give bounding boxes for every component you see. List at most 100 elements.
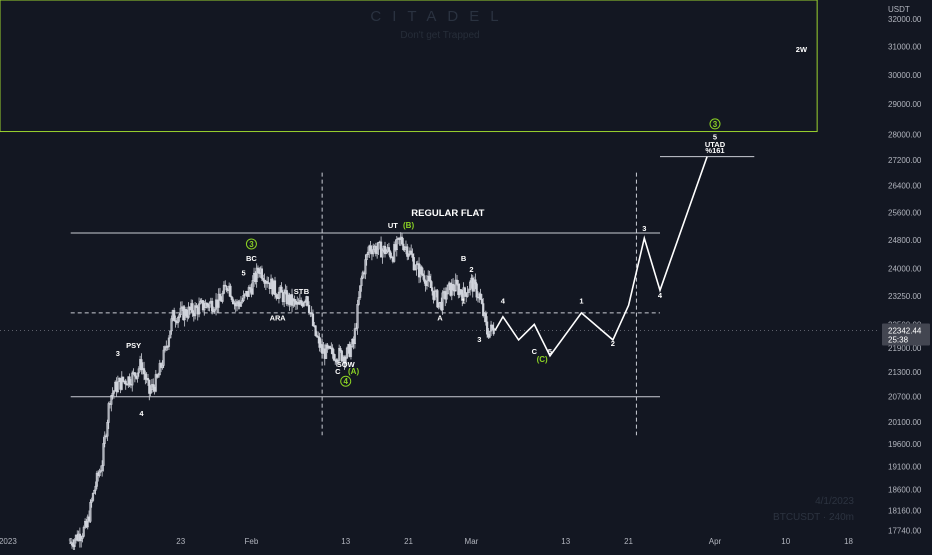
candle-body (225, 285, 228, 291)
candle-body (421, 273, 425, 276)
projection-layer (494, 156, 708, 358)
wave-label: C (532, 347, 538, 356)
wave-label: (B) (403, 221, 414, 230)
candle-body (187, 306, 190, 318)
time-tick-label: 9 (68, 537, 73, 546)
candle-body (157, 374, 160, 378)
candle-body (307, 305, 311, 314)
candle-body (163, 346, 167, 351)
candle-body (344, 357, 347, 364)
candle-body (482, 303, 485, 316)
candle-body (170, 318, 173, 332)
price-tick-label: 21300.00 (888, 368, 922, 377)
candle-body (360, 277, 363, 287)
candle-body (221, 292, 224, 302)
candle-body (472, 279, 476, 292)
candle-body (98, 471, 101, 476)
candle-body (283, 292, 286, 303)
wave-label: 2 (469, 265, 473, 274)
candle-body (249, 287, 252, 290)
zone-box (0, 0, 818, 133)
candle-body (197, 303, 201, 315)
candle-body (280, 286, 283, 293)
candle-body (361, 272, 364, 279)
candle-body (406, 246, 409, 257)
price-tick-label: 32000.00 (888, 15, 922, 24)
candle-body (340, 350, 343, 362)
candle-body (224, 284, 227, 287)
candle-body (103, 435, 106, 444)
candle-body (431, 287, 434, 292)
wave-label: C (335, 367, 341, 376)
price-tick-label: 19600.00 (888, 440, 922, 449)
candle-body (243, 293, 246, 296)
candle-body (237, 301, 240, 305)
candle-body (78, 533, 81, 542)
candle-body (226, 289, 229, 292)
candle-body (437, 302, 440, 308)
candle-body (144, 373, 147, 380)
candle-body (90, 500, 93, 503)
candle-body (433, 290, 436, 300)
time-scale[interactable]: 2023 9 23 Feb 13 21 Mar 13 21 Apr 10 18 (0, 537, 854, 546)
candle-body (275, 294, 278, 298)
candle-body (242, 294, 245, 301)
candle-body (194, 305, 197, 317)
wave-label: 3 (642, 224, 646, 233)
candle-body (345, 347, 349, 359)
candle-body (469, 281, 472, 291)
candle-body (428, 275, 431, 281)
candle-body (349, 346, 353, 357)
candle-body (492, 327, 495, 335)
price-tick-label: 19100.00 (888, 463, 922, 472)
candle-body (451, 283, 455, 291)
candle-body (356, 303, 359, 329)
candle-body (353, 328, 356, 345)
candle-body (454, 279, 457, 292)
candle-body (389, 251, 392, 258)
wave-label: BC (246, 254, 257, 263)
candle-body (146, 378, 150, 381)
wave-label: UTAD (705, 140, 726, 149)
levels-layer (0, 156, 880, 436)
price-tick-label: 24000.00 (888, 264, 922, 273)
candle-body (205, 302, 209, 306)
candle-body (387, 247, 391, 252)
time-tick-label: 13 (341, 537, 350, 546)
candle-body (385, 250, 388, 255)
pattern-title: REGULAR FLAT (411, 208, 484, 219)
candle-body (94, 485, 97, 491)
candle-body (324, 344, 328, 359)
brand-tagline: Don't get Trapped (400, 30, 480, 41)
candle-body (256, 267, 260, 274)
price-tick-label: 24800.00 (888, 236, 922, 245)
candle-body (231, 299, 235, 305)
candle-body (169, 330, 172, 339)
wave-label: A (280, 314, 286, 323)
candle-body (455, 279, 459, 285)
wave-label: ST (294, 287, 304, 296)
candle-body (429, 280, 432, 289)
candle-body (292, 299, 295, 306)
wave-label: 5 (713, 132, 717, 141)
candle-body (99, 470, 102, 473)
candle-body (355, 327, 358, 330)
candle-body (488, 330, 491, 338)
candle-body (137, 368, 140, 374)
candle-body (161, 365, 164, 368)
candle-body (484, 313, 487, 323)
candle-body (372, 249, 375, 255)
candle-body (318, 337, 321, 348)
wave-label: UT (388, 221, 398, 230)
candle-body (466, 292, 469, 297)
last-price-badge[interactable] (882, 323, 930, 346)
candle-body (179, 307, 182, 315)
candle-body (315, 335, 319, 337)
candle-body (80, 538, 83, 542)
candle-body (425, 280, 429, 286)
candle-body (86, 516, 89, 528)
candle-body (102, 443, 105, 466)
